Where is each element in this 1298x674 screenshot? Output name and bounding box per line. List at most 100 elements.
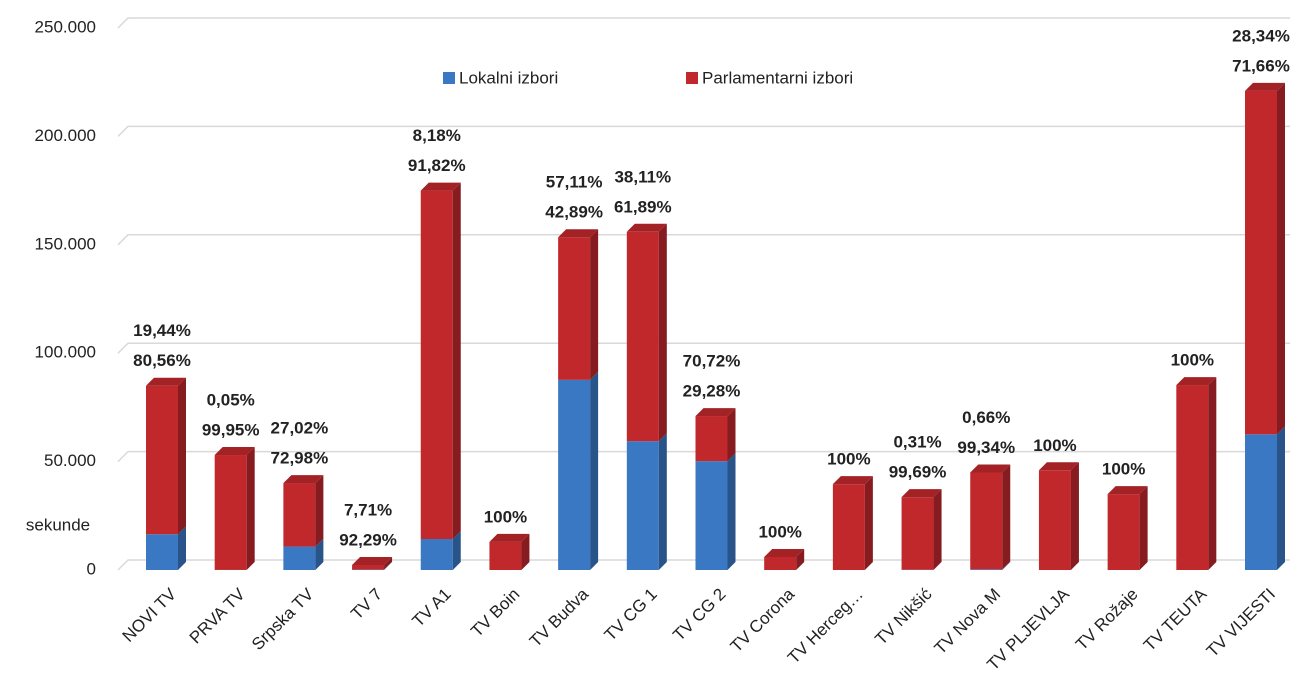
data-label: 92,29% — [339, 530, 397, 549]
data-label: 28,34% — [1232, 26, 1290, 45]
bar — [283, 483, 316, 547]
data-label: 0,05% — [207, 391, 255, 410]
data-label: 72,98% — [271, 449, 329, 468]
data-label: 57,11% — [546, 173, 603, 192]
bar-side — [864, 476, 873, 570]
data-label: 19,44% — [133, 321, 191, 340]
grid-line — [117, 125, 1290, 137]
x-tick-label: TV Nikšić — [871, 584, 936, 649]
data-label: 7,71% — [344, 500, 392, 519]
x-tick-label: TV TEUTA — [1140, 584, 1211, 655]
legend-label: Parlamentarni izbori — [702, 68, 853, 87]
data-label: 99,95% — [202, 421, 260, 440]
y-tick-label: 250.000 — [35, 17, 96, 36]
data-label: 8,18% — [413, 126, 461, 145]
data-label: 100% — [1171, 351, 1214, 370]
grid-line — [117, 17, 1290, 29]
bar-side — [933, 561, 942, 570]
x-tick-label: NOVI TV — [119, 584, 181, 646]
bar-top — [695, 408, 736, 417]
bar-side — [727, 408, 736, 462]
bar — [352, 565, 385, 570]
bar — [146, 534, 178, 570]
bar-side — [658, 223, 667, 442]
bar — [1038, 470, 1071, 570]
data-label: 99,69% — [889, 463, 947, 482]
data-label: 38,11% — [614, 167, 671, 186]
bar-side — [246, 447, 255, 570]
legend-label: Lokalni izbori — [459, 68, 558, 87]
legend-swatch — [686, 72, 698, 84]
bar-side — [452, 530, 461, 570]
data-label: 99,34% — [957, 438, 1015, 457]
bar-top — [970, 464, 1011, 473]
bar-top — [283, 475, 324, 484]
bar-top — [352, 557, 393, 566]
y-tick-label: 150.000 — [35, 234, 96, 253]
bar-side — [246, 561, 255, 570]
bar-side — [1139, 486, 1148, 570]
data-label: 27,02% — [271, 419, 329, 438]
data-label: 70,72% — [683, 352, 741, 371]
bar — [420, 538, 453, 570]
y-tick-label: 0 — [87, 559, 96, 578]
data-label: 100% — [1033, 436, 1076, 455]
bar-top — [1176, 377, 1217, 386]
bar — [558, 379, 591, 570]
bar-side — [1070, 462, 1079, 570]
data-label: 42,89% — [545, 203, 603, 222]
bar — [970, 472, 1003, 570]
bar — [832, 484, 865, 570]
bar — [420, 190, 453, 539]
bar-side — [178, 526, 186, 570]
data-label: 100% — [827, 450, 870, 469]
bar-side — [384, 561, 393, 570]
data-label: 100% — [1102, 460, 1145, 479]
data-label: 29,28% — [683, 382, 741, 401]
bar-side — [933, 489, 942, 570]
bar-top — [1038, 462, 1079, 471]
bar-top — [214, 447, 255, 456]
bar — [901, 497, 934, 570]
x-tick-label: TV Boin — [467, 585, 523, 641]
x-tick-label: TV CG 2 — [669, 585, 729, 645]
grid-line — [117, 234, 1290, 246]
bar-side — [796, 548, 805, 570]
bar-top — [420, 182, 461, 191]
data-label: 91,82% — [408, 156, 466, 175]
bar-side — [1277, 426, 1285, 570]
data-label: 100% — [758, 522, 801, 541]
y-tick-label: 50.000 — [44, 451, 96, 470]
x-tick-label: TV Nova M — [931, 585, 1005, 659]
y-axis-label: sekunde — [26, 515, 90, 534]
bar — [489, 541, 522, 570]
x-tick-label: TV VIJESTI — [1203, 585, 1279, 661]
bar — [1245, 434, 1277, 570]
bar — [1107, 494, 1140, 570]
bar — [283, 546, 316, 570]
grid-line — [117, 450, 1290, 463]
bar-side — [1277, 82, 1285, 435]
x-tick-label: TV Budva — [526, 584, 593, 651]
x-tick-label: TV Corona — [727, 584, 799, 656]
bar-side — [178, 377, 186, 535]
bar-side — [658, 433, 667, 570]
data-label: 0,66% — [962, 408, 1010, 427]
data-label: 80,56% — [133, 351, 191, 370]
bar-side — [1002, 464, 1011, 570]
bar-side — [315, 538, 324, 570]
bar-top — [1107, 486, 1148, 495]
bar — [970, 569, 1003, 570]
data-label: 71,66% — [1232, 56, 1290, 75]
bar — [695, 416, 728, 462]
bar-top — [146, 377, 186, 386]
bar-side — [521, 533, 530, 570]
bar — [214, 455, 247, 570]
x-tick-label: Srpska TV — [248, 584, 318, 654]
bar-side — [452, 182, 461, 539]
bar-side — [1208, 377, 1217, 570]
x-tick-label: TV CG 1 — [601, 585, 661, 645]
bar — [626, 231, 659, 442]
data-label: 0,31% — [893, 433, 941, 452]
